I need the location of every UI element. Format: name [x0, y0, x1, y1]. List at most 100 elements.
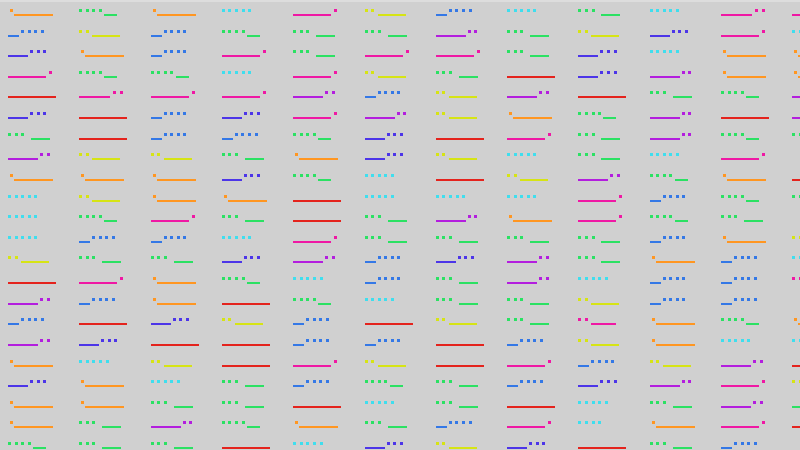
- dot-marker: [8, 132, 11, 136]
- dash-line: [244, 220, 264, 223]
- dot-marker: [8, 194, 11, 198]
- dash-line: [591, 302, 620, 305]
- dot-marker: [371, 297, 375, 301]
- dot-marker: [435, 297, 439, 301]
- dot-marker: [371, 215, 375, 219]
- dash-line: [293, 75, 332, 78]
- dot-marker: [681, 112, 685, 116]
- dot-marker: [669, 277, 673, 281]
- dot-marker: [150, 400, 154, 404]
- dot-marker: [649, 50, 653, 54]
- dot-marker: [228, 215, 232, 219]
- dash-line: [744, 220, 763, 223]
- dot-marker: [364, 9, 368, 12]
- dot-marker: [364, 173, 368, 177]
- dash-line: [721, 282, 732, 285]
- dot-marker: [235, 215, 239, 219]
- dot-marker: [377, 215, 381, 219]
- dot-marker: [455, 421, 459, 425]
- dot-marker: [740, 132, 744, 136]
- dot-marker: [312, 380, 316, 384]
- dot-marker: [377, 338, 381, 342]
- dot-marker: [676, 50, 680, 54]
- dash-line: [507, 137, 546, 140]
- dot-marker: [507, 194, 511, 198]
- dash-line: [221, 447, 270, 450]
- dash-line: [8, 75, 46, 78]
- dot-marker: [584, 29, 588, 33]
- dot-marker: [681, 380, 685, 384]
- dot-marker: [649, 173, 653, 177]
- dash-line: [591, 34, 620, 37]
- dash-line: [746, 137, 759, 140]
- dash-line: [721, 426, 759, 429]
- dot-marker: [377, 400, 381, 404]
- dot-marker: [235, 277, 239, 281]
- dash-line: [435, 178, 484, 181]
- dot-marker: [36, 380, 40, 384]
- dot-marker: [740, 256, 744, 260]
- dot-marker: [606, 70, 610, 74]
- dot-marker: [584, 235, 588, 239]
- dot-marker: [662, 297, 666, 301]
- dot-marker: [179, 318, 183, 322]
- dot-marker: [448, 9, 452, 12]
- dot-marker: [467, 215, 471, 219]
- dot-marker: [520, 297, 524, 301]
- dash-line: [435, 426, 447, 429]
- dash-line: [8, 302, 38, 305]
- dot-marker: [386, 442, 390, 446]
- dot-marker: [613, 50, 617, 54]
- dot-marker: [172, 318, 176, 322]
- dash-line: [435, 220, 466, 223]
- dot-marker: [170, 380, 174, 384]
- dot-marker: [241, 132, 245, 136]
- dash-line: [389, 385, 403, 388]
- dash-line: [727, 178, 766, 181]
- dash-line: [513, 117, 553, 120]
- dot-marker: [761, 9, 765, 12]
- dash-line: [79, 302, 91, 305]
- dot-marker: [591, 9, 595, 12]
- dot-marker: [364, 215, 368, 219]
- dash-line: [507, 343, 519, 346]
- dot-marker: [79, 442, 83, 446]
- dot-marker: [228, 277, 232, 281]
- dot-marker: [649, 400, 653, 404]
- dot-marker: [721, 338, 724, 342]
- dot-marker: [734, 91, 738, 95]
- dot-marker: [163, 132, 167, 136]
- dot-marker: [578, 9, 582, 12]
- dot-marker: [727, 194, 731, 198]
- dot-marker: [762, 29, 765, 33]
- top-edge-highlight: [0, 0, 800, 2]
- dash-line: [156, 14, 196, 16]
- dot-marker: [798, 256, 800, 260]
- dot-marker: [36, 112, 40, 116]
- dot-marker: [753, 297, 757, 301]
- dash-line: [102, 261, 122, 264]
- dot-marker: [507, 297, 511, 301]
- dash-line: [448, 323, 477, 326]
- dot-marker: [435, 153, 439, 157]
- dot-marker: [377, 380, 381, 384]
- dot-marker: [27, 194, 31, 198]
- dash-line: [746, 199, 759, 202]
- dot-marker: [442, 400, 446, 404]
- dot-marker: [30, 112, 33, 116]
- dot-marker: [533, 194, 537, 198]
- dot-marker: [99, 70, 103, 74]
- dot-marker: [21, 215, 25, 219]
- dot-marker: [794, 70, 798, 74]
- dash-line: [578, 385, 599, 388]
- dot-marker: [228, 9, 232, 12]
- dash-line: [14, 405, 53, 408]
- dot-marker: [591, 112, 595, 116]
- dot-marker: [792, 338, 796, 342]
- dash-line: [513, 220, 553, 223]
- dot-marker: [306, 318, 310, 322]
- dash-line: [649, 240, 661, 243]
- dot-marker: [8, 235, 11, 239]
- dot-marker: [27, 29, 31, 33]
- dot-marker: [600, 50, 604, 54]
